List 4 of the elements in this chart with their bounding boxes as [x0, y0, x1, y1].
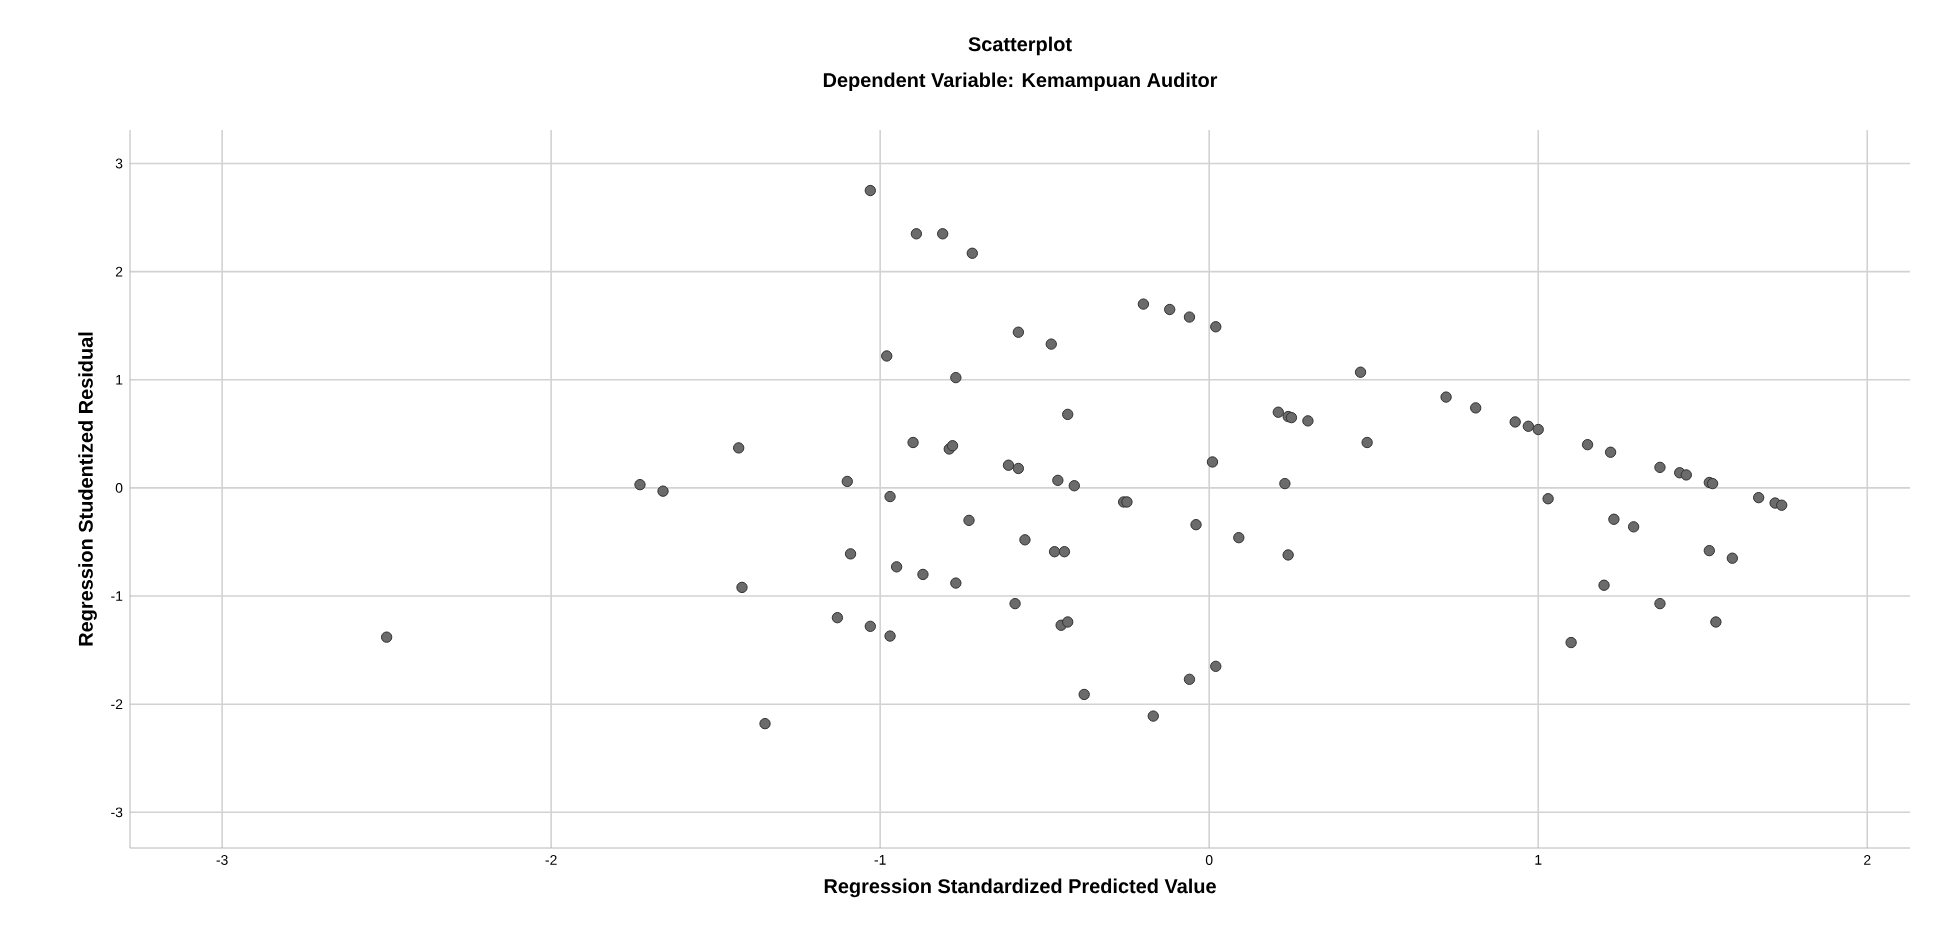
- x-axis-title: Regression Standardized Predicted Value: [824, 878, 1216, 898]
- chart-subtitle: Dependent Variable: Kemampuan Auditor: [823, 72, 1218, 92]
- chart-title: Scatterplot: [968, 36, 1072, 56]
- y-axis-title: Regression Studentized Residual: [78, 332, 97, 646]
